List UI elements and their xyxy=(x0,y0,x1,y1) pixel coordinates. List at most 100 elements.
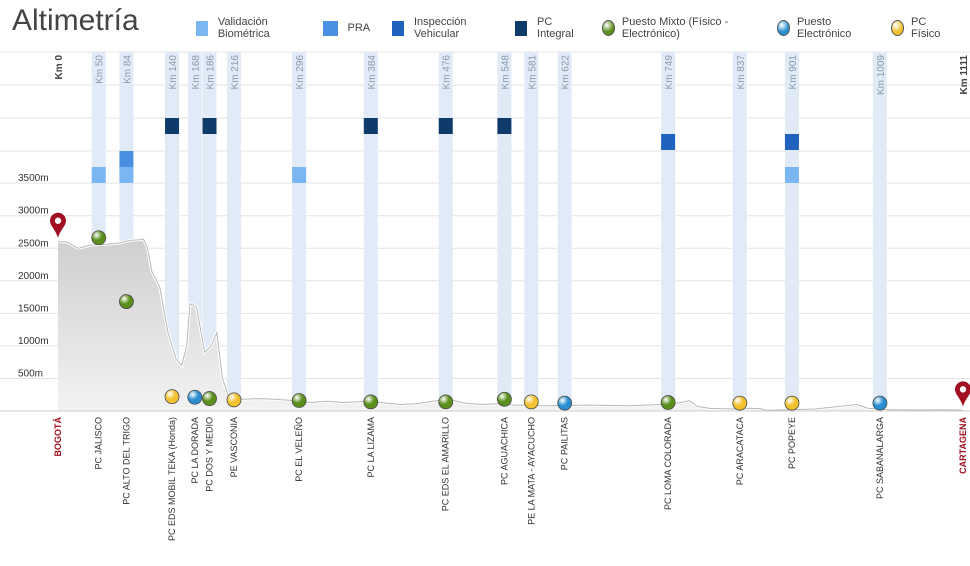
km-label: Km 0 xyxy=(54,55,65,80)
km-label: Km 548 xyxy=(500,55,511,90)
station-column xyxy=(524,52,539,411)
station-column xyxy=(557,52,572,411)
station-column xyxy=(438,52,453,411)
legend-item: PRA xyxy=(322,20,371,36)
service-square-pra xyxy=(119,151,134,167)
service-square-inspeccion xyxy=(661,134,676,150)
fisico-ball-icon xyxy=(732,395,748,411)
km-label: Km 581 xyxy=(527,55,538,90)
station-column xyxy=(661,52,676,411)
legend-item: Puesto Mixto (Físico - Electrónico) xyxy=(601,16,755,40)
legend-ball-icon xyxy=(891,20,905,36)
service-square-validacion xyxy=(784,167,799,183)
station-column xyxy=(202,52,217,411)
km-label: Km 901 xyxy=(788,55,799,90)
mixto-ball-icon xyxy=(496,391,512,407)
legend-label: Puesto Electrónico xyxy=(796,16,852,40)
mixto-ball-icon xyxy=(438,394,454,410)
station-name: PC ALTO DEL TRIGO xyxy=(121,417,131,505)
station-name: CARTAGENA xyxy=(958,417,968,474)
legend-item: PC Físico xyxy=(891,16,948,40)
legend-ball-icon xyxy=(601,20,615,36)
service-square-integral xyxy=(363,118,378,134)
y-tick-label: 1000m xyxy=(18,336,49,347)
station-name: PC LA LIZAMA xyxy=(366,417,376,478)
legend-square-icon xyxy=(392,20,404,36)
mixto-ball-icon xyxy=(91,230,107,246)
km-label: Km 186 xyxy=(206,55,217,90)
station-name: PC EL VELEÑO xyxy=(294,417,304,482)
service-square-validacion xyxy=(119,167,134,183)
km-label: Km 384 xyxy=(367,55,378,90)
km-label: Km 216 xyxy=(230,55,241,90)
electronico-ball-icon xyxy=(872,395,888,411)
service-square-integral xyxy=(202,118,217,134)
electronico-ball-icon xyxy=(187,389,203,405)
km-label: Km 1009 xyxy=(876,55,887,95)
map-pin-icon xyxy=(955,381,970,407)
legend-label: PRA xyxy=(347,22,371,34)
station-name: BOGOTÁ xyxy=(53,417,63,457)
mixto-ball-icon xyxy=(660,395,676,410)
mixto-ball-icon xyxy=(119,294,134,309)
km-label: Km 168 xyxy=(191,55,202,90)
station-name: PC PAILITAS xyxy=(560,417,570,470)
legend-item: PC Integral xyxy=(515,16,579,40)
fisico-ball-icon xyxy=(226,392,242,408)
legend-label: Puesto Mixto (Físico - Electrónico) xyxy=(621,16,729,40)
elevation-line xyxy=(58,238,964,411)
station-name: PC EDS EL AMARILLO xyxy=(441,417,451,511)
station-name: PC AGUACHICA xyxy=(499,417,509,485)
station-column xyxy=(497,52,512,411)
legend-label: Inspección Vehicular xyxy=(413,16,467,40)
y-tick-label: 3000m xyxy=(18,206,49,217)
km-label: Km 476 xyxy=(442,55,453,90)
km-label: Km 837 xyxy=(736,55,747,90)
legend-item: Puesto Electrónico xyxy=(776,16,869,40)
legend: Validación Biométrica PRA Inspección Vehic… xyxy=(196,16,970,40)
legend-square-icon xyxy=(322,20,338,36)
y-tick-label: 1500m xyxy=(18,303,49,314)
km-label: Km 50 xyxy=(95,55,106,84)
map-pin-hole xyxy=(959,386,967,393)
station-name: PC LOMA COLORADA xyxy=(663,417,673,510)
legend-item: Validación Biométrica xyxy=(196,16,301,40)
station-name: PE VASCONIA xyxy=(229,417,239,477)
electronico-ball-icon xyxy=(557,395,573,411)
service-square-integral xyxy=(497,118,512,134)
station-column xyxy=(732,52,747,411)
fisico-ball-icon xyxy=(784,395,800,411)
service-square-integral xyxy=(438,118,453,134)
km-label: Km 296 xyxy=(295,55,306,90)
fisico-ball-icon xyxy=(523,394,539,410)
legend-label: PC Integral xyxy=(537,16,574,40)
station-column xyxy=(165,52,180,411)
mixto-ball-icon xyxy=(202,391,217,406)
station-name: PC ARACATACA xyxy=(735,417,745,485)
station-column xyxy=(292,52,307,411)
station-name: PC LA DORADA xyxy=(190,417,200,484)
station-name: PE LA MATA - AYACUCHO xyxy=(526,417,536,525)
legend-label: Validación Biométrica xyxy=(217,16,270,40)
fisico-ball-icon xyxy=(164,389,180,405)
station-name: PC SABANALARGA xyxy=(875,417,885,499)
legend-item: Inspección Vehicular xyxy=(392,16,493,40)
km-label: Km 1111 xyxy=(959,55,970,95)
station-name: PC POPEYE xyxy=(787,417,797,469)
map-pin-icon xyxy=(50,212,66,238)
legend-square-icon xyxy=(515,20,528,36)
service-square-validacion xyxy=(91,167,106,183)
legend-ball-icon xyxy=(776,20,790,36)
station-column xyxy=(784,52,799,411)
y-tick-label: 2500m xyxy=(18,238,49,249)
legend-label: PC Físico xyxy=(911,16,941,40)
station-name: PC JALISCO xyxy=(94,417,104,470)
station-column xyxy=(226,52,241,411)
service-square-integral xyxy=(165,118,180,134)
service-square-validacion xyxy=(292,167,307,183)
mixto-ball-icon xyxy=(363,394,379,410)
y-tick-label: 2000m xyxy=(18,271,49,282)
page-title: Altimetría xyxy=(12,4,139,37)
km-label: Km 749 xyxy=(664,55,675,90)
km-label: Km 622 xyxy=(561,55,572,90)
